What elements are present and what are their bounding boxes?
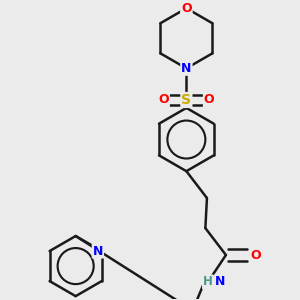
Text: O: O	[158, 94, 169, 106]
Text: N: N	[215, 275, 226, 288]
Text: N: N	[93, 244, 103, 258]
Text: S: S	[182, 93, 191, 107]
Text: O: O	[181, 2, 192, 15]
Text: O: O	[204, 94, 214, 106]
Text: H: H	[203, 275, 213, 288]
Text: N: N	[181, 62, 192, 75]
Text: O: O	[250, 248, 261, 262]
